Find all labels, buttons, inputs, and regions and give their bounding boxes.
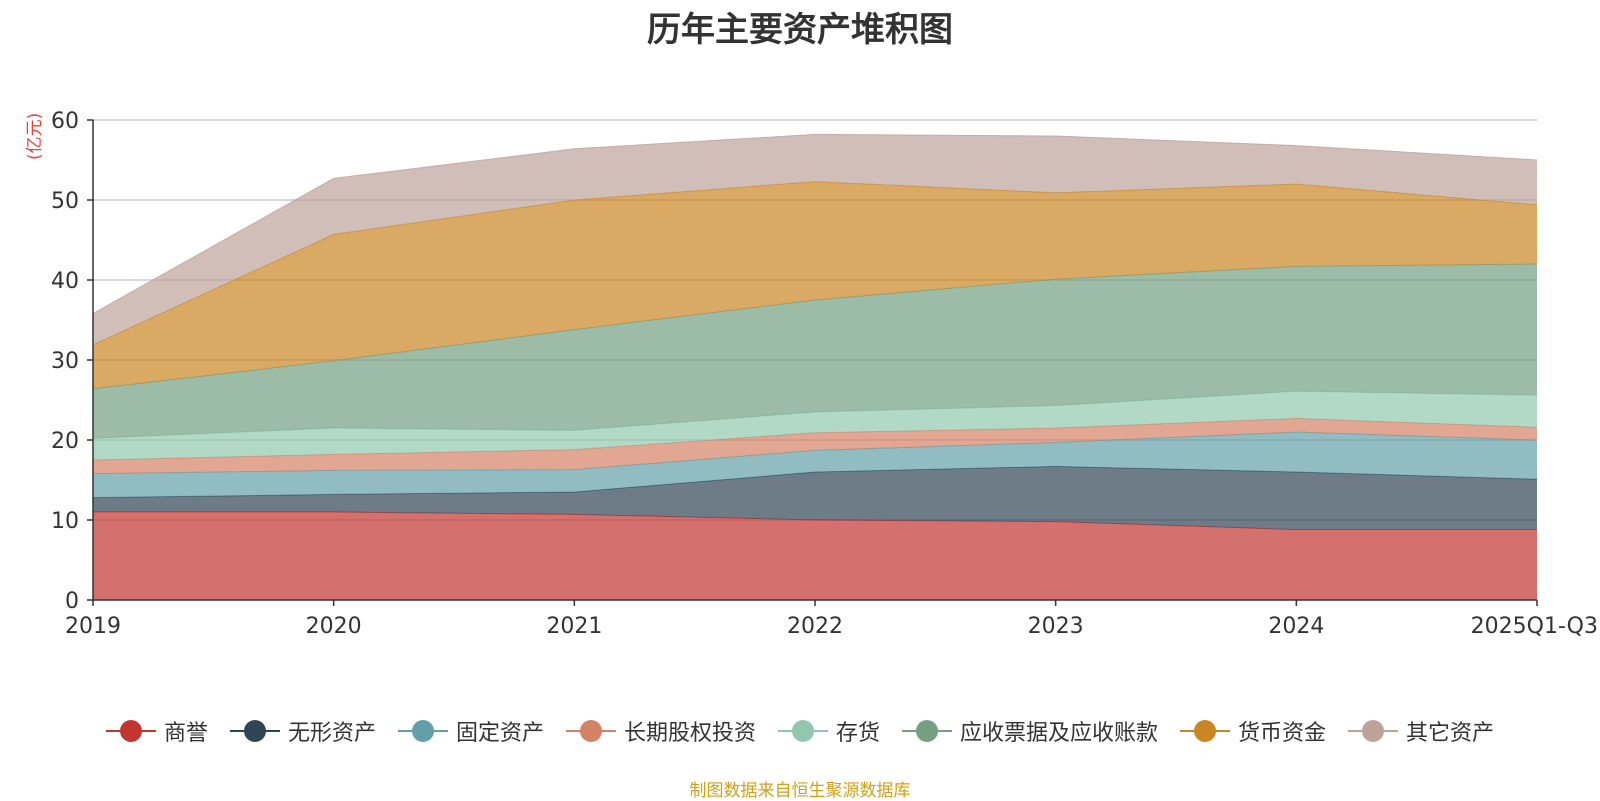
legend-label: 其它资产 <box>1406 721 1495 746</box>
legend-item-2[interactable]: 固定资产 <box>397 715 544 747</box>
legend-marker-icon <box>105 719 156 743</box>
legend-item-1[interactable]: 无形资产 <box>229 715 376 747</box>
legend-marker-icon <box>778 719 828 743</box>
y-tick-label-1: 10 <box>51 509 79 534</box>
area-3 <box>93 418 1537 474</box>
source-note: 制图数据来自恒生聚源数据库 <box>689 781 911 801</box>
area-0 <box>93 512 1537 600</box>
y-tick-label-2: 20 <box>51 429 79 454</box>
legend-label: 固定资产 <box>455 721 544 746</box>
y-tick-label-3: 30 <box>51 349 79 374</box>
area-series <box>92 133 1538 600</box>
legend-item-4[interactable]: 存货 <box>778 715 880 747</box>
legend-marker-icon <box>1180 719 1231 743</box>
area-4 <box>93 391 1537 460</box>
legend-marker-icon <box>397 719 448 743</box>
legend: 商誉 无形资产 固定资产 长期股权投资 存货 应收票据及应收账款 货币资金 其它资产 <box>0 715 1600 747</box>
legend-item-5[interactable]: 应收票据及应收账款 <box>902 715 1158 747</box>
area-6 <box>93 181 1537 389</box>
legend-item-0[interactable]: 商誉 <box>105 715 208 747</box>
legend-label: 长期股权投资 <box>623 721 756 746</box>
y-tick-label-5: 50 <box>51 189 79 214</box>
legend-marker-icon <box>565 719 616 743</box>
chart-title: 历年主要资产堆积图 <box>647 10 953 50</box>
area-edge-7 <box>92 133 1538 315</box>
x-tick-label-5: 2024 <box>1268 614 1324 639</box>
legend-label: 商誉 <box>163 721 208 746</box>
legend-marker-icon <box>1348 719 1399 743</box>
area-7 <box>93 134 1537 345</box>
x-tick-label-2: 2021 <box>546 614 602 639</box>
legend-marker-icon <box>229 719 280 743</box>
x-tick-label-4: 2023 <box>1028 614 1084 639</box>
legend-label: 存货 <box>836 721 881 746</box>
y-tick-label-0: 0 <box>65 589 79 614</box>
legend-label: 应收票据及应收账款 <box>960 721 1159 746</box>
y-tick-label-6: 60 <box>51 109 79 134</box>
legend-item-3[interactable]: 长期股权投资 <box>565 715 756 747</box>
legend-label: 无形资产 <box>287 721 376 746</box>
x-tick-label-1: 2020 <box>306 614 362 639</box>
legend-marker-icon <box>902 719 953 743</box>
y-tick-label-4: 40 <box>51 269 79 294</box>
x-tick-label-0: 2019 <box>65 614 121 639</box>
area-5 <box>93 264 1537 439</box>
area-2 <box>93 432 1537 498</box>
legend-item-7[interactable]: 其它资产 <box>1348 715 1494 747</box>
area-1 <box>93 466 1537 530</box>
x-tick-label-3: 2022 <box>787 614 843 639</box>
legend-label: 货币资金 <box>1238 721 1327 746</box>
axes: 0 10 20 30 40 50 60 2019 2020 2021 2022 2023 2024 202… <box>51 109 1598 639</box>
x-tick-label-6: 2025Q1-Q3 <box>1471 614 1598 639</box>
legend-item-6[interactable]: 货币资金 <box>1180 715 1326 747</box>
